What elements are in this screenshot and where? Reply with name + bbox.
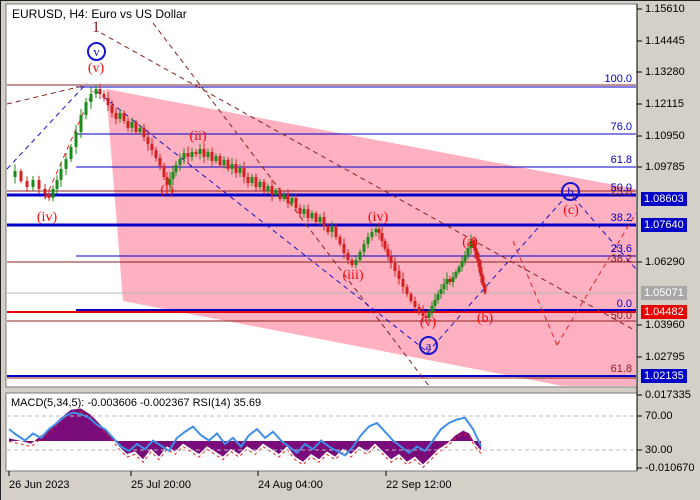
fib-retracement-label: 61.8	[610, 154, 632, 166]
fib-retracement-label: 50.0	[610, 182, 632, 194]
price-axis-tick: 1.13280	[645, 66, 685, 78]
indicator-axis-tick: 30.00	[645, 444, 673, 456]
chart-title: EURUSD, H4: Euro vs US Dollar	[12, 7, 187, 21]
fib-expansion-label: 50.0	[610, 310, 632, 322]
fib-expansion-label: 38.2	[610, 253, 632, 265]
elliott-wave-label: (v)	[419, 315, 437, 330]
elliott-wave-label: (a)	[462, 235, 478, 250]
fib-retracement-label: 23.6	[610, 243, 632, 255]
price-axis-tick: 1.03960	[645, 319, 685, 331]
elliott-wave-label: (iv)	[367, 210, 389, 225]
indicator-axis-tick: -0.010670	[645, 462, 695, 474]
elliott-wave-label: (iv)	[36, 210, 58, 225]
elliott-wave-label: (i)	[160, 183, 174, 198]
elliott-wave-label: (c)	[563, 203, 579, 218]
elliott-wave-label: 1	[92, 19, 100, 36]
elliott-wave-label-circled: v	[87, 42, 106, 61]
elliott-wave-label: (iii)	[342, 268, 364, 283]
time-axis-label: 22 Sep 12:00	[386, 479, 452, 491]
indicator-label: MACD(5,34,5): -0.003606 -0.002367 RSI(14…	[11, 397, 262, 409]
fib-retracement-label: 100.0	[604, 73, 632, 85]
price-badge: 1.07640	[641, 218, 687, 232]
time-axis-label: 26 Jun 2023	[9, 479, 70, 491]
time-axis-label: 24 Aug 04:00	[258, 479, 323, 491]
indicator-axis-tick: 70.00	[645, 410, 673, 422]
fib-retracement-label: 38.2	[610, 212, 632, 224]
fib-expansion-label: 23.6	[610, 186, 632, 198]
fib-retracement-label: 76.0	[610, 121, 632, 133]
fib-retracement-label: 0.0	[616, 298, 632, 310]
price-axis-tick: 1.14445	[645, 35, 685, 47]
price-axis-tick: 1.09785	[645, 161, 685, 173]
elliott-wave-label: (ii)	[189, 129, 207, 144]
price-badge: 1.08603	[641, 192, 687, 206]
indicator-axis-tick: 0.017335	[645, 389, 691, 401]
fib-expansion-label: 61.8	[610, 363, 632, 375]
elliott-wave-label: (v)	[87, 61, 105, 76]
price-axis-tick: 1.15610	[645, 3, 685, 15]
price-axis-tick: 1.10950	[645, 130, 685, 142]
elliott-wave-label-circled: b	[561, 182, 580, 201]
time-axis-label: 25 Jul 20:00	[131, 479, 191, 491]
elliott-wave-label-circled: a	[419, 336, 438, 355]
price-axis-tick: 1.12115	[645, 98, 684, 110]
price-badge: 1.02135	[641, 369, 687, 383]
price-badge: 1.04482	[641, 305, 687, 319]
price-axis-tick: 1.06290	[645, 256, 685, 268]
elliott-wave-label: (b)	[476, 311, 494, 326]
price-badge: 1.05071	[641, 286, 687, 300]
price-axis-tick: 1.02795	[645, 351, 685, 363]
